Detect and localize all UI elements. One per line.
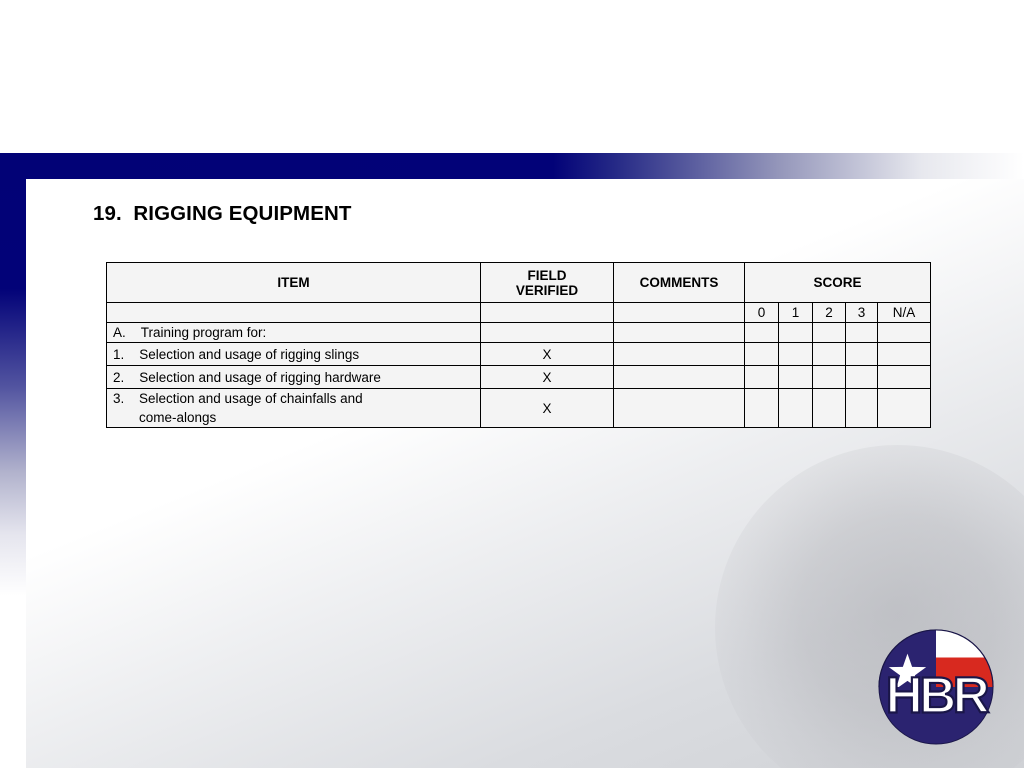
svg-text:HBR: HBR xyxy=(886,667,989,724)
